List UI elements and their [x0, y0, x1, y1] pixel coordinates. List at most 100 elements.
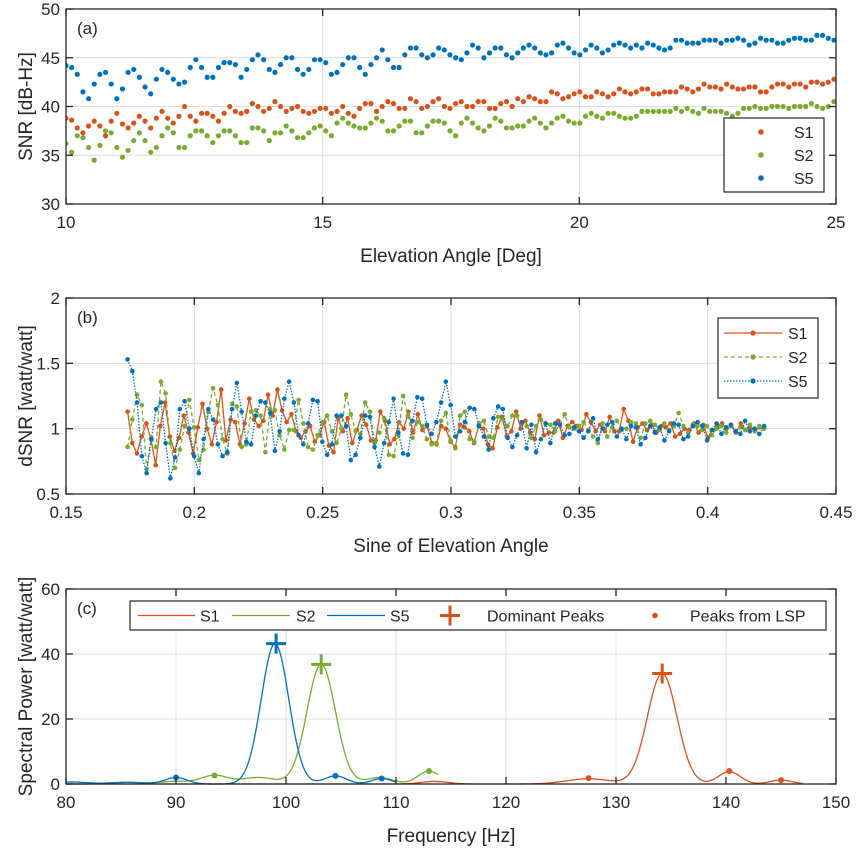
data-point — [210, 385, 216, 391]
data-point — [481, 434, 487, 439]
data-point — [495, 404, 501, 409]
data-point — [761, 423, 767, 429]
data-point — [261, 108, 267, 114]
data-point — [229, 406, 235, 412]
data-point — [142, 84, 148, 90]
data-point — [436, 96, 442, 102]
data-point — [239, 444, 244, 450]
data-point — [102, 69, 109, 75]
data-point — [695, 423, 700, 429]
data-point — [85, 96, 92, 102]
data-point — [643, 435, 648, 441]
data-point — [529, 422, 534, 428]
data-point — [283, 55, 289, 61]
data-point — [310, 397, 316, 403]
data-point — [215, 442, 221, 447]
data-point — [757, 431, 762, 437]
y-tick-label: 2 — [51, 289, 60, 308]
data-point — [492, 105, 498, 112]
data-point — [232, 419, 238, 425]
data-point — [577, 52, 583, 58]
data-point — [514, 432, 520, 438]
data-point — [639, 108, 645, 114]
data-point — [639, 45, 645, 51]
legend-marker-s1 — [750, 330, 756, 336]
data-point — [429, 431, 434, 437]
y-tick-label: 45 — [41, 49, 60, 68]
data-point — [261, 57, 267, 63]
data-point — [633, 89, 639, 95]
data-point — [714, 421, 719, 426]
data-point — [780, 40, 786, 46]
data-point — [334, 120, 340, 126]
data-point — [328, 71, 334, 77]
data-point — [415, 395, 420, 400]
data-point — [334, 440, 339, 446]
data-point — [577, 89, 583, 95]
data-point — [317, 105, 323, 112]
data-point — [345, 120, 351, 126]
data-point — [357, 105, 363, 112]
data-point — [153, 406, 159, 412]
data-point — [707, 84, 713, 90]
data-point — [323, 128, 329, 134]
data-point — [678, 37, 685, 43]
data-point — [537, 120, 543, 126]
data-point — [645, 108, 651, 114]
data-point — [565, 118, 572, 124]
data-point — [590, 415, 596, 421]
x-tick-label: 80 — [57, 793, 76, 812]
data-point — [119, 121, 126, 127]
data-point — [505, 435, 510, 441]
data-point — [386, 419, 392, 425]
data-point — [791, 81, 798, 87]
data-point — [735, 86, 741, 92]
data-point — [130, 368, 135, 374]
data-point — [227, 128, 233, 134]
x-tick-label: 130 — [602, 793, 630, 812]
data-point — [424, 422, 430, 428]
data-point — [362, 400, 368, 405]
data-point — [581, 419, 586, 425]
data-point — [328, 133, 334, 139]
data-point — [136, 113, 143, 119]
data-point — [548, 422, 553, 428]
data-point — [701, 81, 707, 87]
data-point — [735, 110, 741, 116]
data-point — [662, 421, 667, 426]
legend-label-s2: S2 — [296, 609, 316, 626]
data-point — [311, 125, 318, 131]
data-point — [80, 130, 86, 136]
data-point — [469, 103, 476, 110]
data-point — [198, 110, 205, 116]
data-point — [524, 423, 529, 429]
data-point — [520, 45, 526, 51]
data-point — [289, 128, 295, 134]
data-point — [695, 419, 700, 425]
data-point — [201, 436, 206, 442]
data-point — [695, 40, 702, 46]
data-point — [611, 91, 617, 97]
data-point — [165, 69, 171, 75]
data-point — [227, 103, 233, 110]
data-point — [633, 42, 639, 48]
data-point — [91, 118, 97, 124]
data-point — [588, 419, 594, 425]
data-point — [210, 74, 216, 80]
data-point — [616, 40, 622, 46]
data-point — [255, 52, 261, 58]
data-point — [523, 418, 528, 424]
data-point — [611, 110, 617, 116]
x-tick-label: 140 — [712, 793, 740, 812]
data-point — [139, 402, 145, 408]
data-point — [248, 409, 254, 414]
y-axis-label: dSNR [watt/watt] — [16, 325, 37, 467]
data-point — [588, 94, 594, 100]
data-point — [633, 425, 639, 430]
x-tick-label: 0.3 — [439, 503, 463, 522]
legend-label-dominant-peaks: Dominant Peaks — [487, 609, 604, 626]
data-point — [565, 45, 572, 51]
data-point — [108, 118, 114, 124]
x-tick-label: 0.2 — [183, 503, 207, 522]
data-point — [381, 440, 387, 446]
